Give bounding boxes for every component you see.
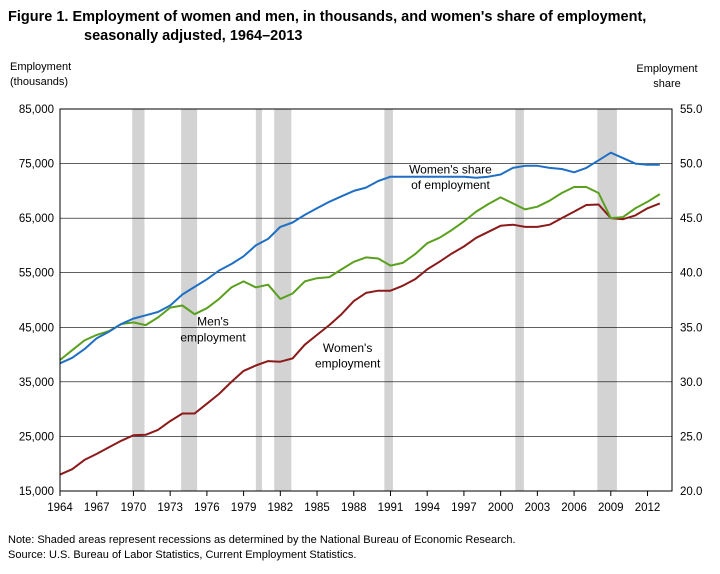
chart-note: Note: Shaded areas represent recessions … [8, 534, 516, 546]
x-tick-label: 2000 [488, 502, 514, 514]
series-line-1 [59, 186, 661, 361]
y2-tick-label: 30.0 [680, 377, 702, 389]
y-tick-label: 65,000 [19, 213, 54, 225]
recession-band [515, 109, 524, 491]
left-axis-title-line1: Employment [10, 61, 72, 73]
x-tick-label: 2003 [525, 502, 551, 514]
left-axis-title-line2: (thousands) [10, 76, 69, 88]
annotation-label: of employment [411, 178, 490, 192]
y2-tick-label: 50.0 [680, 159, 702, 171]
x-tick-label: 1994 [414, 502, 440, 514]
gridlines [60, 163, 672, 437]
y2-tick-label: 45.0 [680, 213, 702, 225]
annotation-label: employment [180, 330, 246, 344]
x-tick-label: 1964 [47, 502, 73, 514]
recession-band [132, 109, 145, 491]
x-tick-label: 1979 [231, 502, 257, 514]
x-tick-label: 1967 [84, 502, 110, 514]
annotation-label: employment [315, 357, 381, 371]
series-line-0 [59, 202, 661, 476]
figure-title-line1: Figure 1. Employment of women and men, i… [8, 9, 647, 25]
series-lines [59, 151, 661, 476]
right-axis-title-line1: Employment [636, 63, 698, 75]
y2-tick-label: 40.0 [680, 268, 702, 280]
x-tick-label: 1973 [157, 502, 183, 514]
x-tick-label: 1976 [194, 502, 220, 514]
series-line-2 [59, 151, 660, 365]
x-tick-label: 1991 [378, 502, 404, 514]
recession-bands [132, 109, 617, 491]
y2-tick-label: 55.0 [680, 104, 702, 116]
y2-tick-label: 20.0 [680, 486, 702, 498]
y2-tick-label: 35.0 [680, 322, 702, 334]
y-tick-label: 15,000 [19, 486, 54, 498]
figure-title-line2: seasonally adjusted, 1964–2013 [84, 28, 303, 44]
recession-band [384, 109, 393, 491]
y-tick-label: 35,000 [19, 377, 54, 389]
x-tick-label: 1982 [268, 502, 294, 514]
recession-band [274, 109, 292, 491]
y-tick-label: 85,000 [19, 104, 54, 116]
x-tick-label: 1997 [451, 502, 477, 514]
y2-tick-label: 25.0 [680, 431, 702, 443]
chart-source: Source: U.S. Bureau of Labor Statistics,… [8, 549, 357, 561]
tick-labels: 15,000 25,000 35,000 45,000 55,000 65,000 75,0… [19, 104, 703, 514]
x-tick-label: 1985 [304, 502, 330, 514]
y-tick-label: 25,000 [19, 431, 54, 443]
left-axis-title: Employment (thousands) [10, 60, 71, 90]
recession-band [597, 109, 617, 491]
x-tick-label: 2006 [561, 502, 587, 514]
x-tick-label: 2012 [635, 502, 661, 514]
annotation-label: Women's share [409, 162, 492, 176]
x-tick-label: 2009 [598, 502, 624, 514]
recession-band [181, 109, 198, 491]
recession-band [255, 109, 262, 491]
annotation-label: Women's [323, 341, 372, 355]
y-tick-label: 55,000 [19, 268, 54, 280]
x-tick-label: 1970 [121, 502, 147, 514]
figure-title: Figure 1. Employment of women and men, i… [8, 8, 708, 46]
annotation-label: Men's [197, 315, 229, 329]
y-tick-label: 45,000 [19, 322, 54, 334]
axis-ticks [59, 491, 649, 496]
right-axis-title-line2: share [653, 78, 681, 90]
y-tick-label: 75,000 [19, 159, 54, 171]
right-axis-title: Employment share [622, 62, 712, 92]
plot-frame [59, 108, 673, 492]
x-tick-label: 1988 [341, 502, 367, 514]
